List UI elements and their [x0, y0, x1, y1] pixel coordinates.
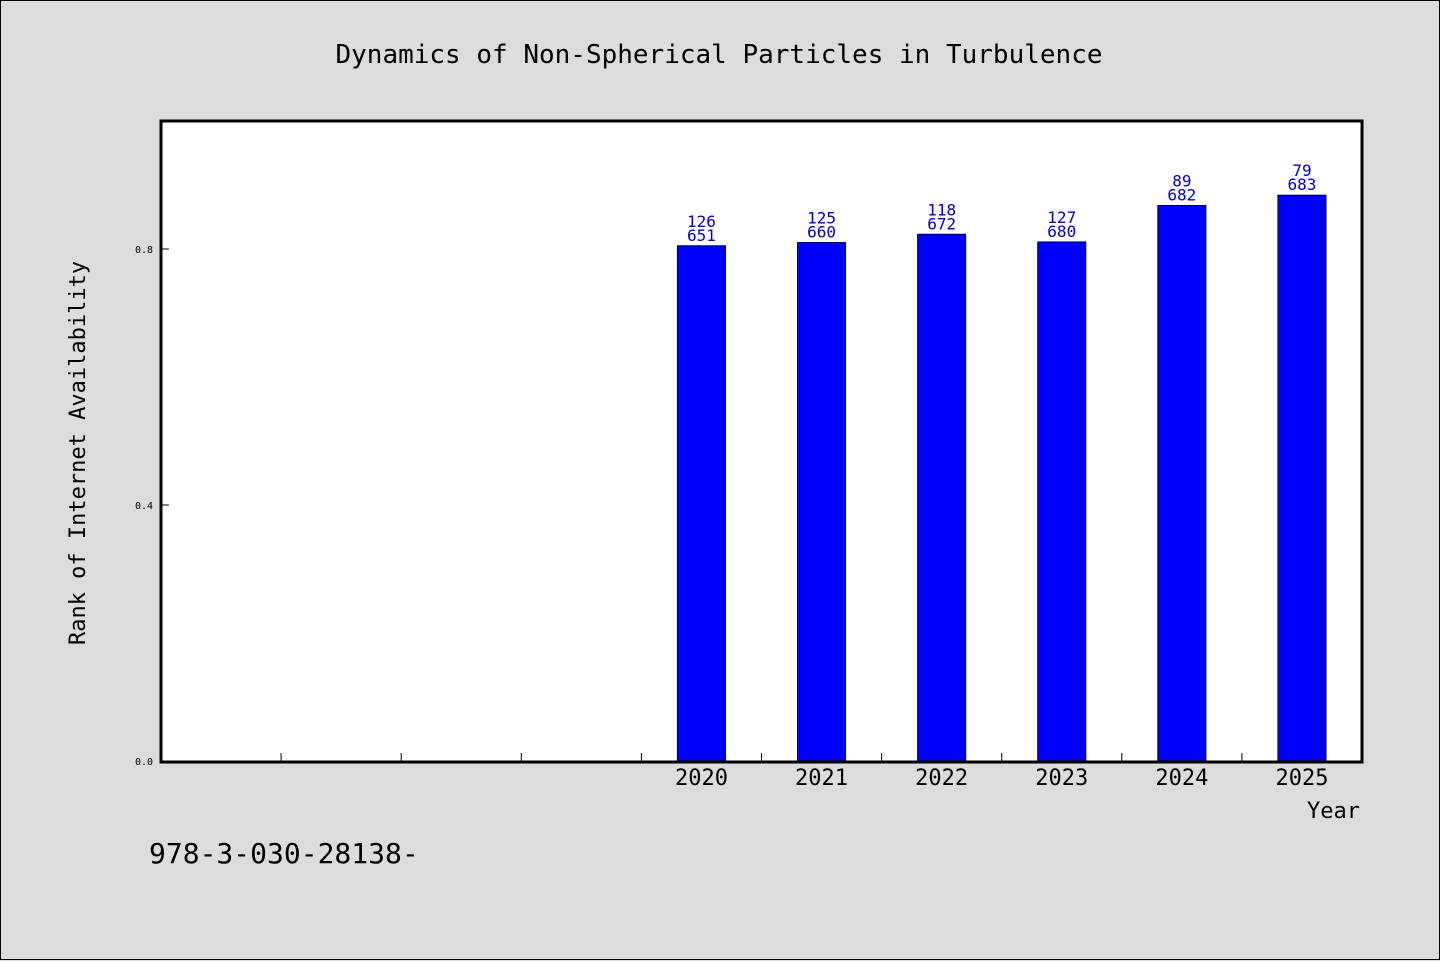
bar: [917, 233, 967, 762]
footer-isbn: 978-3-030-28138-: [149, 837, 419, 870]
y-axis-title: Rank of Internet Availability: [66, 261, 91, 645]
bar: [797, 242, 847, 762]
chart-title: Dynamics of Non-Spherical Particles in T…: [335, 40, 1102, 70]
x-tick-label: 2021: [795, 766, 848, 791]
bar-label-top: 79: [1292, 161, 1311, 180]
x-tick-label: 2023: [1035, 766, 1088, 791]
x-tick-label: 2022: [915, 766, 968, 791]
bar-label-top: 118: [927, 200, 956, 219]
x-tick-label: 2024: [1155, 766, 1208, 791]
bar-label-bottom: 651: [687, 226, 716, 245]
bar: [676, 245, 726, 762]
y-tick-label: 0.4: [135, 501, 153, 512]
bar-label-bottom: 660: [807, 223, 836, 242]
y-axis: 0.0 0.4 0.8: [135, 245, 169, 768]
y-tick-label: 0.0: [135, 757, 153, 768]
bar: [1037, 241, 1087, 762]
bar-label-top: 125: [807, 209, 836, 228]
bar-label-bottom: 672: [927, 214, 956, 233]
bar: [1157, 204, 1207, 762]
bar-label-top: 127: [1047, 208, 1076, 227]
bar-label-bottom: 682: [1167, 185, 1196, 204]
bar-label-top: 89: [1172, 171, 1191, 190]
bar-series: [676, 194, 1327, 762]
x-axis: 2020 2021 2022 2023 2024 2025: [280, 753, 1328, 791]
bar-label-bottom: 683: [1287, 175, 1316, 194]
bar-label-top: 126: [687, 212, 716, 231]
y-tick-label: 0.8: [135, 245, 153, 256]
bar: [1277, 194, 1327, 762]
x-tick-label: 2025: [1275, 766, 1328, 791]
x-axis-title: Year: [1307, 799, 1360, 824]
bar-label-bottom: 680: [1047, 222, 1076, 241]
x-tick-label: 2020: [675, 766, 728, 791]
